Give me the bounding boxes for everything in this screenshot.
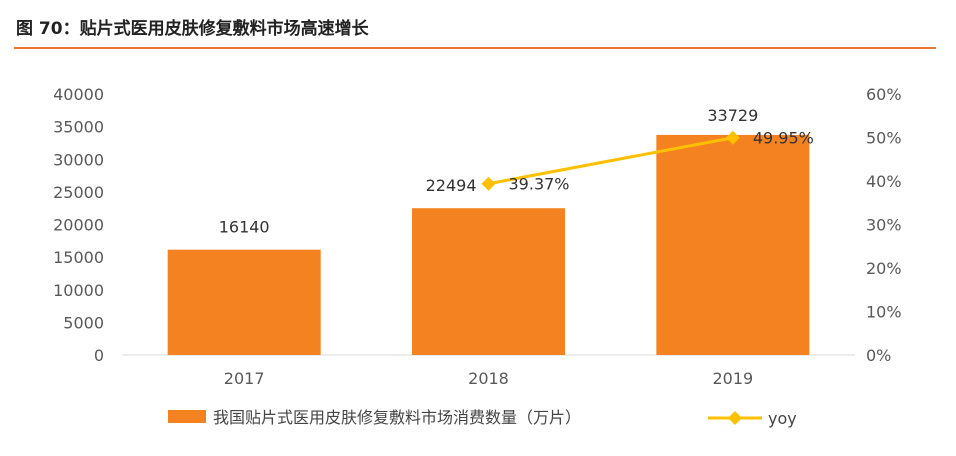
bar xyxy=(167,249,321,355)
y2-tick-label: 10% xyxy=(866,303,902,322)
y-tick-label: 15000 xyxy=(53,248,104,267)
y2-tick-label: 30% xyxy=(866,216,902,235)
bar xyxy=(656,134,810,355)
yoy-marker xyxy=(725,130,740,145)
y-tick-label: 35000 xyxy=(53,118,104,137)
bar xyxy=(412,208,565,355)
y-tick-label: 0 xyxy=(94,346,104,365)
y2-tick-label: 40% xyxy=(866,172,902,191)
y-tick-label: 10000 xyxy=(53,281,104,300)
y-tick-label: 40000 xyxy=(53,85,104,104)
legend-line-label: yoy xyxy=(768,409,797,428)
y2-tick-label: 20% xyxy=(866,259,902,278)
x-tick-label: 2019 xyxy=(712,369,753,388)
yoy-value-label: 39.37% xyxy=(509,175,570,194)
legend-bar-label: 我国贴片式医用皮肤修复敷料市场消费数量（万片） xyxy=(213,408,581,427)
y-tick-label: 5000 xyxy=(63,313,104,332)
y-tick-label: 25000 xyxy=(53,183,104,202)
y-tick-label: 30000 xyxy=(53,150,104,169)
bars-layer: 16140 22494 33729 xyxy=(167,106,810,355)
axes-layer: 0 5000 10000 15000 20000 25000 30000 35000 40000… xyxy=(53,85,901,388)
bar-value-label: 16140 xyxy=(219,218,270,237)
bar-value-label: 22494 xyxy=(426,176,477,195)
title-rule xyxy=(14,47,936,49)
chart-title: 图 70：贴片式医用皮肤修复敷料市场高速增长 xyxy=(16,19,369,39)
legend-line-marker xyxy=(728,411,742,425)
legend-bar-swatch xyxy=(168,410,206,423)
yoy-line-layer: 39.37% 49.95% xyxy=(481,129,814,194)
yoy-line xyxy=(488,136,734,186)
yoy-marker xyxy=(481,176,496,191)
x-tick-label: 2017 xyxy=(224,369,265,388)
y2-tick-label: 60% xyxy=(866,85,902,104)
y-tick-label: 20000 xyxy=(53,216,104,235)
y2-tick-label: 0% xyxy=(866,346,891,365)
yoy-value-label: 49.95% xyxy=(753,129,814,148)
y2-tick-label: 50% xyxy=(866,129,902,148)
legend: 我国贴片式医用皮肤修复敷料市场消费数量（万片） yoy xyxy=(168,408,797,428)
x-tick-label: 2018 xyxy=(468,369,509,388)
bar-value-label: 33729 xyxy=(707,106,758,125)
